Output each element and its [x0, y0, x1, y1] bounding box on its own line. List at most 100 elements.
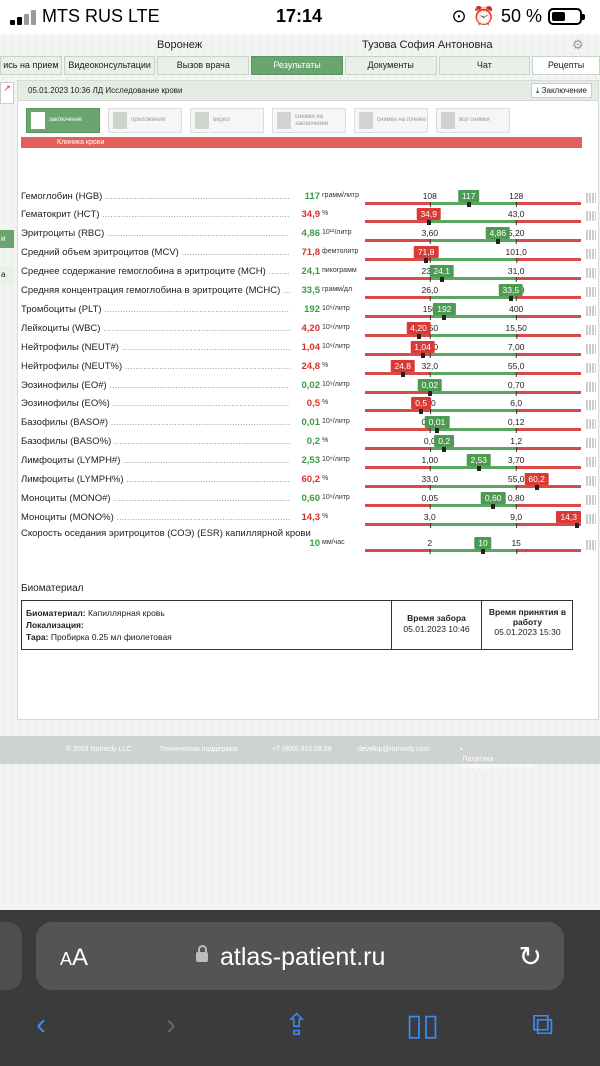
reference-scale: 23,0 31,0 24,1: [365, 264, 581, 283]
support-phone[interactable]: +7 (800) 333 09 09: [272, 746, 332, 753]
reader-options-button[interactable]: AAAA: [60, 944, 89, 971]
result-row: Моноциты (MONO%) 14,3 % 3,0 9,0 14,3: [0, 510, 600, 529]
analyte-name: Гематокрит (HCT): [21, 209, 311, 220]
share-icon[interactable]: ⇪: [284, 1009, 310, 1042]
tab-attachments[interactable]: приложения: [108, 108, 182, 133]
normal-zone: [429, 258, 517, 261]
play-icon: [195, 112, 209, 129]
history-chart-icon[interactable]: [586, 382, 596, 392]
history-chart-icon[interactable]: [586, 363, 596, 373]
chart-icon[interactable]: ↗: [0, 82, 14, 104]
history-chart-icon[interactable]: [586, 400, 596, 410]
normal-zone: [429, 409, 517, 412]
history-chart-icon[interactable]: [586, 249, 596, 259]
analyte-unit: %: [322, 475, 329, 482]
history-chart-icon[interactable]: [586, 457, 596, 467]
analyte-name: Средняя концентрация гемоглобина в эритр…: [21, 285, 311, 296]
value-pin: [480, 549, 485, 554]
localization-label: Локализация:: [26, 620, 84, 630]
normal-zone: [429, 315, 517, 318]
reference-scale: 1,0 6,0 0,5: [365, 396, 581, 415]
analyte-unit: %: [322, 399, 329, 406]
history-chart-icon[interactable]: [586, 211, 596, 221]
range-low: 2: [427, 538, 433, 554]
support-link[interactable]: Техническая поддержка:: [159, 746, 240, 753]
tab-all-images[interactable]: все снимки: [436, 108, 510, 133]
nav-documents[interactable]: Документы: [344, 56, 437, 75]
history-chart-icon[interactable]: [586, 193, 596, 203]
analyte-unit: 10⁹/литр: [322, 324, 350, 331]
forward-icon[interactable]: ›: [166, 1008, 176, 1041]
city-label[interactable]: Воронеж: [157, 39, 203, 51]
value-pin: [491, 504, 496, 509]
biomaterial-value: Капиллярная кровь: [87, 608, 165, 618]
analyte-value: 34,9: [290, 209, 320, 220]
nav-chat[interactable]: Чат: [438, 56, 531, 75]
history-chart-icon[interactable]: [586, 514, 596, 524]
result-row: Эозинофилы (EO%) 0,5 % 1,0 6,0 0,5: [0, 396, 600, 415]
bookmarks-icon[interactable]: ▯▯: [406, 1009, 440, 1042]
range-high: 6,0: [510, 398, 523, 414]
history-chart-icon[interactable]: [586, 476, 596, 486]
container-value: Пробирка 0.25 мл фиолетовая: [50, 632, 172, 642]
reload-icon[interactable]: ↻: [518, 941, 542, 972]
range-low: 0,05: [421, 493, 439, 509]
nav-results[interactable]: Результаты: [251, 56, 343, 75]
reference-scale: 1,00 3,70 2,53: [365, 453, 581, 472]
reference-scale: 108 128 117: [365, 189, 581, 208]
history-chart-icon[interactable]: [586, 306, 596, 316]
history-chart-icon[interactable]: [586, 344, 596, 354]
user-name[interactable]: Тузова София Антоновна: [362, 39, 493, 51]
value-pin: [442, 315, 447, 320]
history-chart-icon[interactable]: [586, 268, 596, 278]
history-chart-icon[interactable]: [586, 419, 596, 429]
value-pin: [508, 296, 513, 301]
site-footer: © 2023 Numedy LLC Техническая поддержка:…: [0, 736, 600, 770]
biomaterial-table: Биоматериал: Капиллярная кровь Локализац…: [21, 600, 573, 650]
tab-conclusion[interactable]: заключение: [26, 108, 100, 133]
nav-doctor-call[interactable]: Вызов врача: [157, 56, 250, 75]
previous-tab-preview[interactable]: [0, 922, 22, 990]
history-chart-icon[interactable]: [586, 325, 596, 335]
history-chart-icon[interactable]: [586, 438, 596, 448]
value-pin: [420, 353, 425, 358]
value-pin: [534, 485, 539, 490]
tabs-icon[interactable]: ⧉: [532, 1008, 554, 1041]
privacy-policy-link[interactable]: ▪ Политика конфиденциальности: [460, 746, 533, 770]
range-high: 15,50: [505, 323, 527, 339]
battery-level: [552, 12, 565, 21]
conclusion-download-button[interactable]: ⤓ Заключение: [530, 83, 592, 98]
analyte-value: 0,02: [290, 380, 320, 391]
analyte-unit: грамм/дл: [322, 286, 353, 293]
gear-icon[interactable]: ⚙: [572, 37, 584, 52]
history-chart-icon[interactable]: [586, 495, 596, 505]
analyte-unit: 10⁹/литр: [322, 381, 350, 388]
normal-zone: [429, 504, 517, 507]
sidebar-item[interactable]: а: [0, 266, 14, 284]
normal-zone: [429, 277, 517, 280]
analyte-unit: %: [322, 210, 329, 217]
url-host[interactable]: atlas-patient.ru: [220, 943, 386, 971]
nav-appointment[interactable]: ись на прием: [0, 56, 62, 75]
tab-images-conclusion[interactable]: снимки на заключении: [272, 108, 346, 133]
main-nav: ись на прием Видеоконсультации Вызов вра…: [0, 56, 600, 75]
scale-bar: [365, 504, 581, 507]
tab-images-film[interactable]: снимки на пленке: [354, 108, 428, 133]
tab-video[interactable]: видео: [190, 108, 264, 133]
signal-icon: [10, 9, 40, 25]
history-chart-icon[interactable]: [586, 230, 596, 240]
sidebar-item-active[interactable]: и: [0, 230, 14, 248]
value-marker: 24,1: [429, 265, 454, 277]
history-chart-icon[interactable]: [586, 540, 596, 550]
analyte-value: 4,20: [290, 323, 320, 334]
nav-prescriptions[interactable]: Рецепты: [532, 56, 600, 75]
accept-time-cell: Время принятия в работу 05.01.2023 15:30: [488, 607, 567, 637]
support-email[interactable]: develop@numedy.com: [358, 746, 430, 753]
address-bar[interactable]: AAAA atlas-patient.ru ↻: [36, 922, 564, 990]
value-pin: [427, 391, 432, 396]
history-chart-icon[interactable]: [586, 287, 596, 297]
analyte-unit: мм/час: [322, 539, 345, 546]
nav-videoconsult[interactable]: Видеоконсультации: [63, 56, 156, 75]
analyte-value: 2,53: [290, 455, 320, 466]
back-icon[interactable]: ‹: [36, 1008, 46, 1041]
